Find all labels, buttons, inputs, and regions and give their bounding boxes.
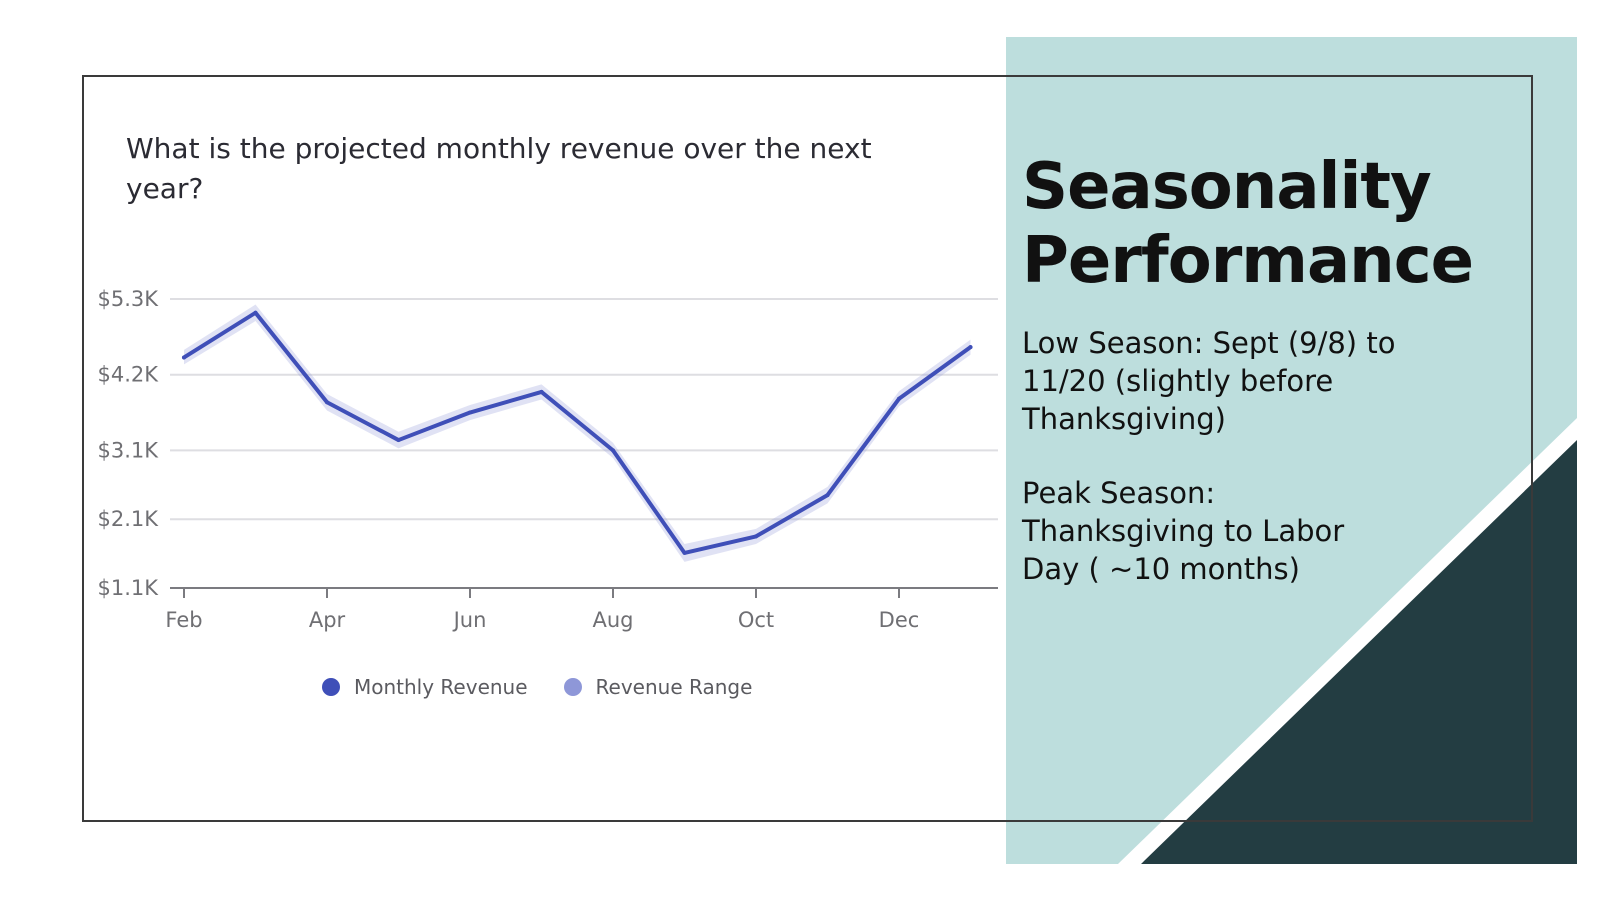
legend-label-revenue-range: Revenue Range	[595, 675, 753, 699]
line-chart: $1.1K $2.1K $3.1K $4.2K $5.3K Feb Apr Jun Aug Oct…	[97, 287, 998, 632]
legend-label-monthly-revenue: Monthly Revenue	[354, 675, 528, 699]
tick-label-layer: $1.1K $2.1K $3.1K $4.2K $5.3K Feb Apr Jun Aug Oct…	[97, 287, 919, 632]
y-tick-label: $1.1K	[97, 576, 159, 600]
monthly-revenue-point	[611, 448, 615, 453]
x-tick-label: Apr	[309, 608, 346, 632]
monthly-revenue-point	[396, 438, 401, 443]
monthly-revenue-point	[682, 550, 687, 555]
monthly-revenue-point	[253, 310, 258, 315]
legend-item-revenue-range[interactable]: Revenue Range	[563, 675, 753, 699]
legend-item-monthly-revenue[interactable]: Monthly Revenue	[322, 675, 528, 699]
monthly-revenue-point	[468, 410, 472, 415]
monthly-revenue-point	[539, 389, 544, 394]
x-tick-label: Jun	[452, 608, 487, 632]
low-season-line: 11/20 (slightly before	[1022, 364, 1334, 398]
monthly-revenue-point	[182, 355, 186, 360]
monthly-revenue-point	[968, 345, 973, 350]
axis-layer	[170, 587, 998, 598]
heading-line-2: Performance	[1022, 224, 1474, 298]
peak-season-line: Thanksgiving to Labor	[1022, 514, 1345, 548]
heading-line-1: Seasonality	[1022, 150, 1432, 224]
revenue-range-swatch-icon	[563, 678, 582, 696]
monthly-revenue-point	[754, 534, 758, 539]
monthly-revenue-point	[325, 400, 329, 405]
revenue-range-band	[184, 304, 971, 562]
chart-card: What is the projected monthly revenue ov…	[84, 77, 998, 820]
slide-heading: Seasonality Performance	[1022, 150, 1522, 298]
y-tick-label: $2.1K	[97, 507, 159, 531]
x-tick-label: Dec	[879, 608, 920, 632]
revenue-range-layer	[184, 304, 971, 562]
y-tick-label: $5.3K	[97, 287, 159, 311]
y-tick-label: $4.2K	[97, 363, 159, 387]
x-tick-label: Feb	[165, 608, 202, 632]
monthly-revenue-point	[897, 396, 901, 401]
monthly-revenue-line	[182, 310, 973, 555]
low-season-line: Thanksgiving)	[1022, 402, 1226, 436]
monthly-revenue-layer	[182, 310, 973, 555]
low-season-line: Low Season: Sept (9/8) to	[1022, 326, 1396, 360]
grid-layer	[170, 298, 998, 521]
peak-season-line: Peak Season:	[1022, 476, 1216, 510]
peak-season-line: Day ( ~10 months)	[1022, 552, 1300, 586]
peak-season-text: Peak Season: Thanksgiving to Labor Day (…	[1022, 474, 1522, 588]
side-text: Seasonality Performance Low Season: Sept…	[1022, 150, 1522, 624]
low-season-text: Low Season: Sept (9/8) to 11/20 (slightl…	[1022, 324, 1522, 438]
chart-title: What is the projected monthly revenue ov…	[126, 132, 872, 205]
chart-legend: Monthly Revenue Revenue Range	[322, 675, 752, 699]
y-tick-label: $3.1K	[97, 438, 159, 462]
monthly-revenue-swatch-icon	[322, 678, 340, 696]
x-tick-label: Aug	[592, 608, 633, 632]
x-tick-label: Oct	[738, 608, 774, 632]
monthly-revenue-point	[825, 493, 830, 498]
